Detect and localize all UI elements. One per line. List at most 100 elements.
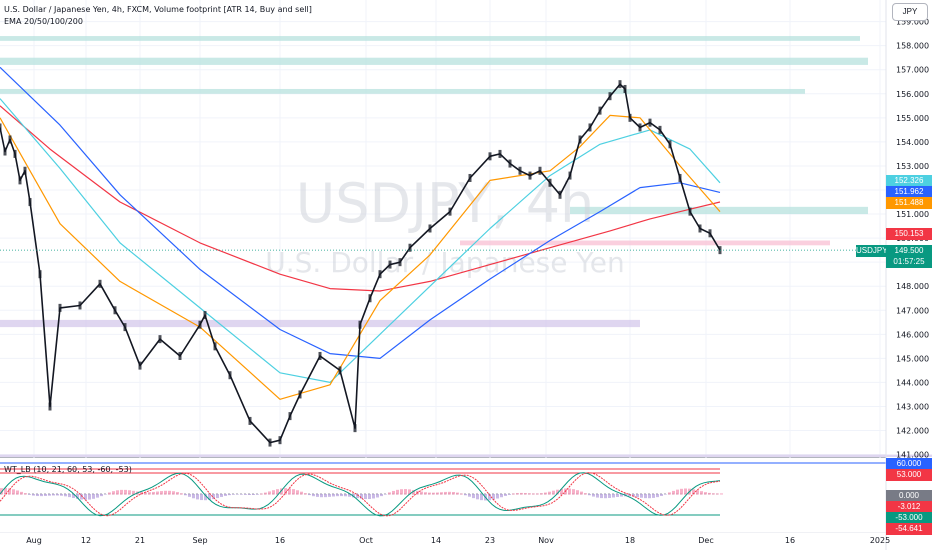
wt-hist-bar bbox=[144, 492, 147, 495]
y-tick-label: 158.000 bbox=[896, 42, 929, 51]
wt-hist-bar bbox=[108, 492, 111, 495]
wt-hist-bar bbox=[656, 494, 659, 498]
wt-hist-bar bbox=[272, 490, 275, 495]
footprint-mark bbox=[398, 258, 402, 267]
wt-hist-bar bbox=[8, 488, 11, 495]
wt-hist-bar bbox=[544, 492, 547, 495]
footprint-mark bbox=[648, 118, 652, 127]
wt-hist-bar bbox=[28, 494, 31, 495]
wt-hist-bar bbox=[488, 494, 491, 501]
wt-hist-bar bbox=[296, 490, 299, 495]
wt-hist-bar bbox=[44, 494, 47, 496]
wt-hist-bar bbox=[648, 494, 651, 499]
wt-hist-bar bbox=[608, 494, 611, 498]
wt-tag-53: 53.000 bbox=[886, 469, 932, 481]
y-tick-label: 153.000 bbox=[896, 162, 929, 171]
y-tick-label: 148.000 bbox=[896, 282, 929, 291]
wt-hist-bar bbox=[80, 494, 83, 500]
series-ema200 bbox=[0, 105, 721, 292]
footprint-mark bbox=[538, 166, 542, 175]
wt-hist-bar bbox=[284, 488, 287, 495]
wt-hist-bar bbox=[464, 494, 467, 496]
wt-hist-bar bbox=[216, 494, 219, 499]
footprint-mark bbox=[558, 190, 562, 199]
wt-hist-bar bbox=[308, 494, 311, 496]
y-tick-label: 145.000 bbox=[896, 354, 929, 363]
wt-hist-bar bbox=[172, 491, 175, 495]
footprint-mark bbox=[123, 323, 127, 332]
footprint-mark bbox=[688, 207, 692, 216]
zone-red bbox=[460, 240, 830, 246]
wt-hist-bar bbox=[112, 491, 115, 495]
wt-hist-bar bbox=[48, 494, 51, 496]
wt-hist-bar bbox=[100, 494, 103, 497]
wt-hist-bar bbox=[256, 494, 259, 495]
wt-hist-bar bbox=[496, 494, 499, 499]
wt-hist-bar bbox=[424, 492, 427, 495]
wt-hist-bar bbox=[676, 489, 679, 495]
footprint-mark bbox=[358, 320, 362, 329]
wt-hist-bar bbox=[220, 494, 223, 497]
wt-hist-bar bbox=[576, 490, 579, 495]
wt-hist-bar bbox=[196, 494, 199, 500]
footprint-mark bbox=[428, 224, 432, 233]
currency-button[interactable]: JPY bbox=[892, 3, 928, 21]
x-tick-label: 18 bbox=[625, 536, 635, 545]
wt-hist-bar bbox=[664, 494, 667, 495]
wt-hist-bar bbox=[312, 494, 315, 497]
wt-hist-bar bbox=[72, 494, 75, 499]
wt-tag-0: 0.000 bbox=[886, 490, 932, 502]
wt-hist-bar bbox=[372, 494, 375, 499]
footprint-mark bbox=[368, 294, 372, 303]
wt-hist-bar bbox=[456, 492, 459, 495]
wt-hist-bar bbox=[96, 494, 99, 498]
wt-hist-bar bbox=[304, 493, 307, 495]
ema50-tag: 151.962 bbox=[886, 186, 932, 198]
footprint-mark bbox=[353, 424, 357, 433]
symbol-tag: USDJPY bbox=[856, 245, 888, 257]
footprint-mark bbox=[288, 412, 292, 421]
wt-tag-60: 60.000 bbox=[886, 458, 932, 470]
footprint-mark bbox=[598, 106, 602, 115]
ema100-tag: 151.488 bbox=[886, 197, 932, 209]
footprint-mark bbox=[588, 123, 592, 132]
wt-hist-bar bbox=[280, 488, 283, 495]
y-tick-label: 159.000 bbox=[896, 18, 929, 27]
last-price-tag: 149.500 bbox=[886, 245, 932, 257]
wt-hist-bar bbox=[524, 493, 527, 495]
wt-hist-bar bbox=[376, 494, 379, 498]
y-tick-label: 142.000 bbox=[896, 427, 929, 436]
footprint-mark bbox=[608, 92, 612, 101]
zone-purple bbox=[0, 454, 932, 457]
x-tick-label: 23 bbox=[485, 536, 495, 545]
wt-hist-bar bbox=[360, 494, 363, 499]
grid-lines bbox=[0, 0, 886, 533]
footprint-mark bbox=[678, 173, 682, 182]
y-tick-label: 141.000 bbox=[896, 451, 929, 460]
time-axis: Aug 12 21 Sep 16 Oct 14 23 Nov 18 Dec 16 2025 bbox=[26, 536, 890, 545]
wt-hist-bar bbox=[344, 494, 347, 497]
x-tick-label: Sep bbox=[192, 536, 207, 545]
wt-hist-bar bbox=[460, 493, 463, 495]
zone-green bbox=[0, 88, 805, 94]
wt-hist-bar bbox=[24, 493, 27, 495]
wt-hist-bar bbox=[64, 494, 67, 497]
wt-hist-bar bbox=[428, 492, 431, 495]
footprint-mark bbox=[158, 335, 162, 344]
wt-hist-bar bbox=[300, 491, 303, 495]
footprint-mark bbox=[518, 166, 522, 175]
wt-hist-bar bbox=[704, 492, 707, 495]
zone-green bbox=[0, 36, 860, 41]
footprint-mark bbox=[3, 147, 7, 156]
wt-hist-bar bbox=[580, 491, 583, 495]
wt-hist-bar bbox=[528, 493, 531, 495]
footprint-mark bbox=[28, 198, 32, 207]
wt-line-2 bbox=[0, 472, 721, 517]
footprint-mark bbox=[0, 123, 2, 132]
wt-hist-bar bbox=[476, 494, 479, 500]
wt-hist-bar bbox=[380, 494, 383, 497]
wt-hist-bar bbox=[52, 494, 55, 496]
wt-hist-bar bbox=[696, 490, 699, 495]
wt-hist-bar bbox=[400, 489, 403, 495]
